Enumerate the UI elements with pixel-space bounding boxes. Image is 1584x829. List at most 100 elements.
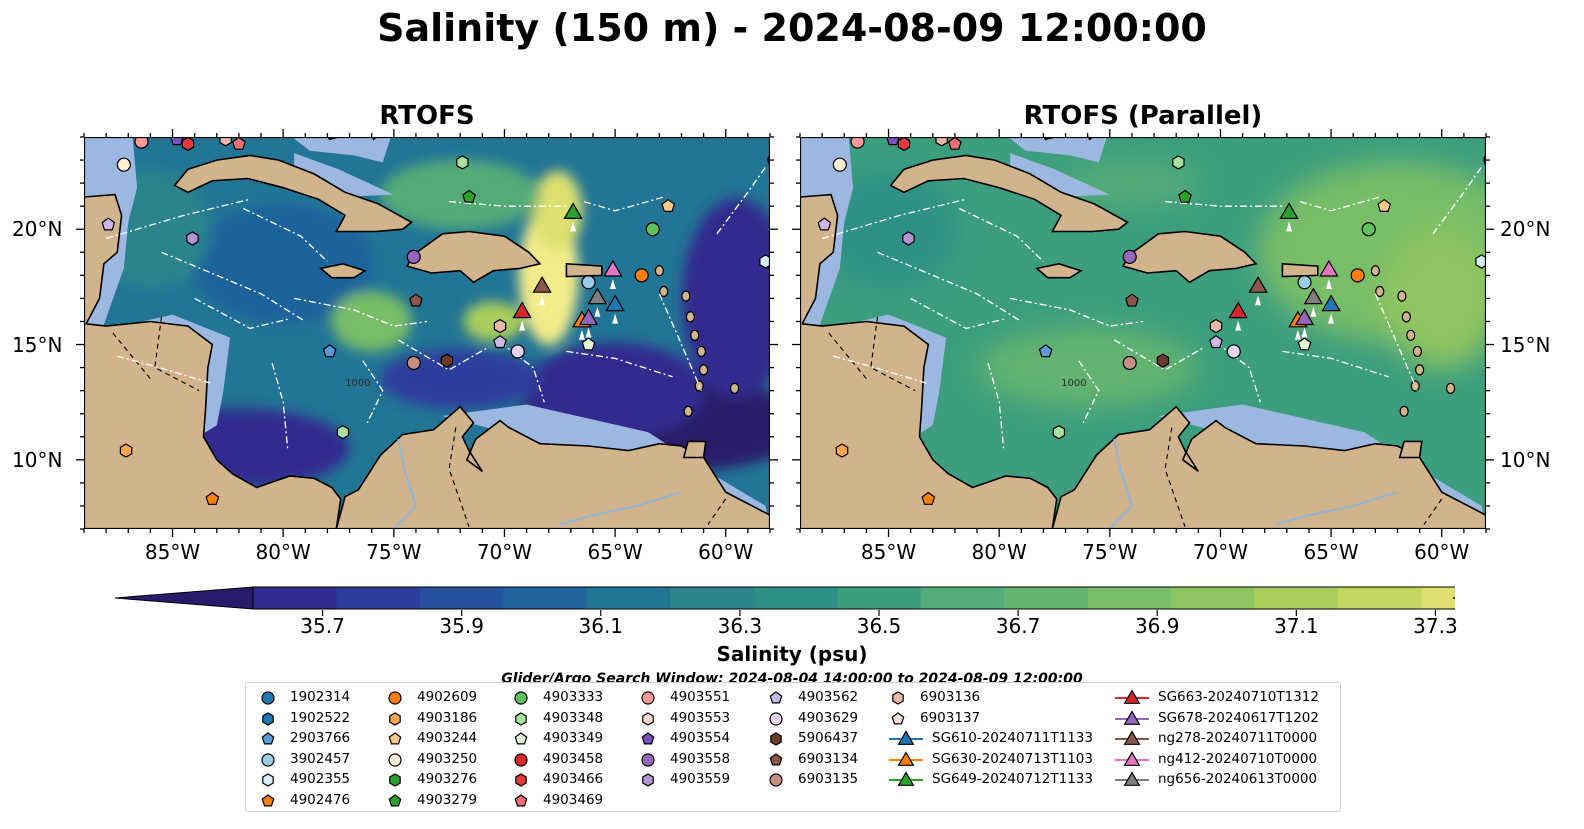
glider-track: [1286, 221, 1293, 232]
legend-label: 5906437: [798, 730, 859, 747]
island: [1445, 382, 1456, 394]
colorbar-segment: [1087, 587, 1172, 609]
eez-line: [583, 196, 664, 212]
colorbar-segment: [336, 587, 421, 609]
panel-title-rtofs-parallel: RTOFS (Parallel): [1023, 101, 1263, 131]
legend-label: 2903766: [290, 730, 351, 747]
eez-line: [877, 251, 1022, 323]
legend-label: 1902314: [290, 689, 351, 705]
glider-marker: [1321, 294, 1341, 312]
lat-tick-label: 15°N: [12, 332, 63, 357]
land-mass: [1035, 262, 1083, 279]
legend-label: 4903333: [543, 689, 604, 705]
river: [1275, 491, 1398, 526]
legend-marker-icon: [515, 711, 527, 726]
shelf-area: [292, 137, 391, 163]
float-marker: [231, 137, 246, 150]
land-mass: [800, 193, 1058, 529]
eez-line: [1165, 200, 1283, 207]
legend-marker-icon: [514, 691, 528, 705]
float-marker: [1156, 353, 1170, 368]
eez-line: [499, 341, 545, 403]
float-marker: [1475, 254, 1486, 269]
map-panel-rtofs-parallel[interactable]: 1000: [800, 137, 1486, 529]
float-marker: [1038, 344, 1053, 358]
float-marker: [1297, 275, 1312, 290]
shelf-area: [1008, 137, 1107, 163]
float-marker: [947, 137, 962, 150]
float-marker: [205, 491, 220, 505]
legend-marker-icon: [261, 794, 275, 807]
colorbar-segment: [920, 587, 1005, 609]
float-marker: [1125, 293, 1139, 307]
colorbar-tick-label: 35.9: [439, 614, 484, 638]
float-marker: [406, 249, 421, 265]
glider-marker: [1228, 301, 1248, 319]
eez-line: [1432, 166, 1483, 235]
float-marker: [1172, 155, 1185, 170]
colorbar-extend-min: [115, 586, 254, 610]
glider-track: [1325, 279, 1332, 289]
colorbar-segment: [837, 587, 922, 609]
glider-marker: [512, 301, 532, 319]
float-marker: [1122, 249, 1137, 265]
float-marker: [634, 268, 649, 283]
glider-marker: [587, 287, 608, 305]
eez-line: [243, 207, 328, 262]
country-border: [828, 332, 870, 382]
legend-label: 6903135: [798, 771, 859, 788]
river: [1109, 438, 1134, 529]
legend-label: 4903554: [670, 730, 731, 747]
legend-label: 4903348: [543, 709, 604, 726]
map-frame: [800, 137, 1486, 529]
legend-label: 6903134: [798, 750, 859, 767]
legend-marker-icon: [642, 773, 654, 788]
lon-tick-label: 80°W: [255, 540, 311, 564]
glider-track: [1235, 320, 1242, 331]
island: [654, 265, 664, 277]
land-mass: [889, 154, 1129, 233]
legend-label: 4903279: [417, 792, 478, 808]
colorbar-segment: [1421, 587, 1455, 609]
legend-marker-icon: [769, 753, 783, 766]
float-marker: [322, 344, 337, 358]
float-marker: [493, 334, 507, 349]
legend-marker-icon: [891, 711, 905, 725]
legend-label: SG610-20240711T1133: [932, 730, 1093, 747]
float-marker: [902, 231, 915, 246]
float-marker: [1052, 425, 1066, 440]
island: [1415, 364, 1425, 376]
land-mass: [1121, 230, 1258, 284]
legend-marker-icon: [769, 691, 783, 704]
colorbar-segment: [753, 587, 838, 609]
eez-line: [449, 200, 567, 207]
island: [699, 364, 709, 376]
float-marker: [1178, 189, 1192, 203]
float-marker: [1209, 334, 1223, 349]
colorbar: [115, 586, 1455, 610]
legend-label: 6903137: [920, 709, 981, 726]
legend-label: 4902476: [290, 792, 351, 808]
map-panel-rtofs[interactable]: 1000: [84, 137, 770, 529]
legend-marker-icon: [1115, 689, 1149, 704]
legend-label: 4903629: [798, 709, 859, 726]
float-marker: [661, 198, 676, 213]
legend-marker-icon: [262, 773, 274, 788]
float-marker: [406, 355, 421, 371]
colorbar-segment: [1254, 587, 1339, 609]
float-marker: [170, 137, 184, 146]
contour-label: 1000: [1061, 378, 1086, 389]
glider-track: [1255, 295, 1262, 306]
land-mass: [682, 440, 707, 459]
legend-label: SG678-20240617T1202: [1158, 709, 1319, 726]
colorbar-tick-label: 37.3: [1413, 614, 1458, 638]
island: [1412, 345, 1423, 358]
legend-marker-icon: [262, 711, 274, 726]
eez-line: [833, 355, 929, 385]
colorbar-tick-label: 36.5: [856, 614, 902, 638]
legend-label: 4903250: [417, 750, 478, 767]
land-mass: [319, 262, 367, 279]
lon-tick-label: 75°W: [1082, 540, 1138, 564]
colorbar-segment: [1171, 587, 1256, 609]
legend-marker-icon: [261, 732, 275, 745]
